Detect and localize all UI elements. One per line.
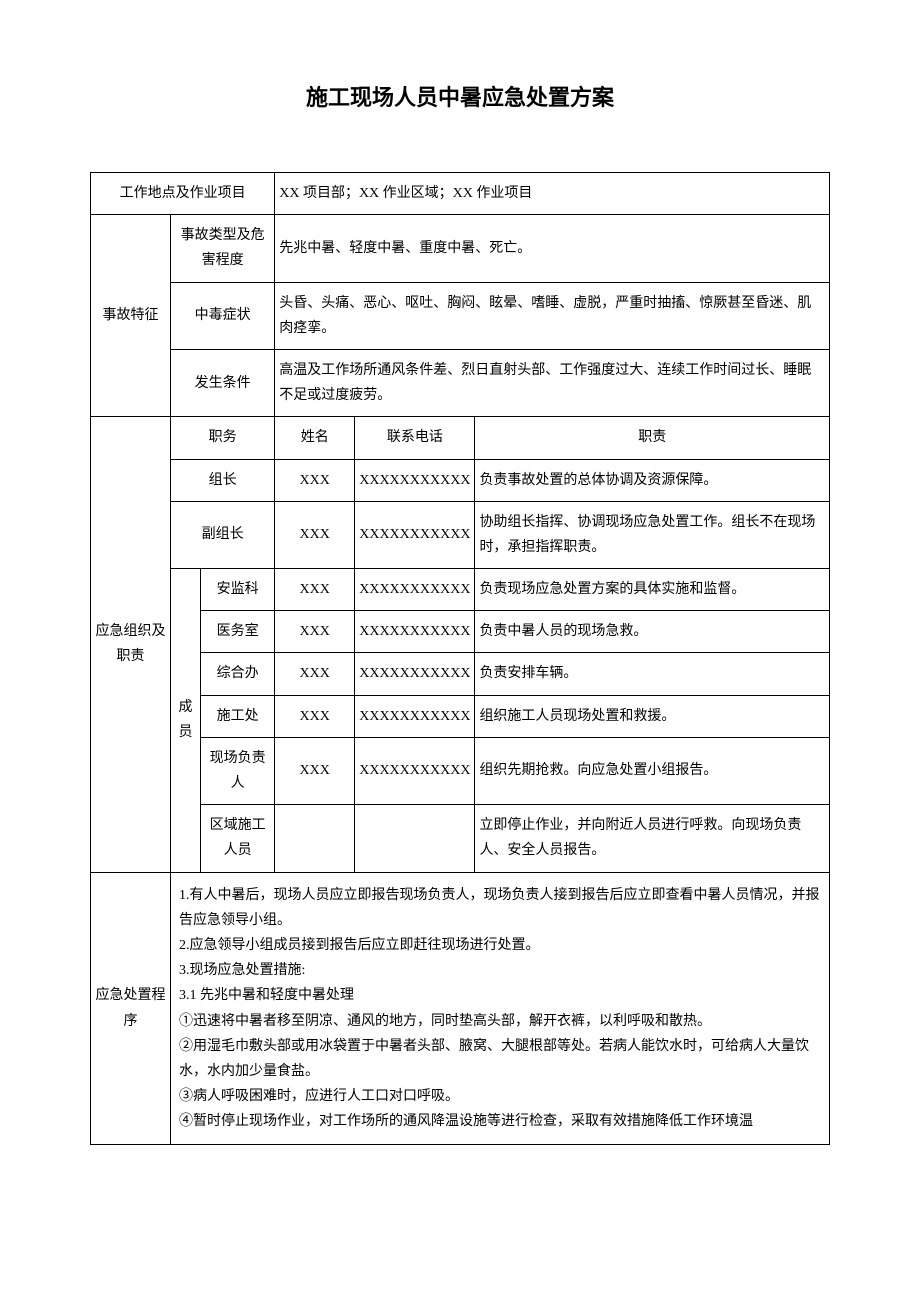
work-location-label: 工作地点及作业项目 <box>91 173 275 215</box>
duty-cell: 立即停止作业，并向附近人员进行呼救。向现场负责人、安全人员报告。 <box>475 805 830 872</box>
sub-value: 高温及工作场所通风条件差、烈日直射头部、工作强度过大、连续工作时间过长、睡眠不足… <box>275 349 830 416</box>
table-row: 医务室 XXX XXXXXXXXXXX 负责中暑人员的现场急救。 <box>91 611 830 653</box>
name-cell <box>275 805 355 872</box>
duty-cell: 负责现场应急处置方案的具体实施和监督。 <box>475 569 830 611</box>
table-row: 中毒症状 头昏、头痛、恶心、呕吐、胸闷、眩晕、嗜睡、虚脱，严重时抽搐、惊厥甚至昏… <box>91 282 830 349</box>
plan-table: 工作地点及作业项目 XX 项目部；XX 作业区域；XX 作业项目 事故特征 事故… <box>90 172 830 1145</box>
table-row: 副组长 XXX XXXXXXXXXXX 协助组长指挥、协调现场应急处置工作。组长… <box>91 501 830 568</box>
sub-label: 发生条件 <box>171 349 275 416</box>
phone-cell: XXXXXXXXXXX <box>355 695 475 737</box>
duty-cell: 组织施工人员现场处置和救援。 <box>475 695 830 737</box>
table-row: 发生条件 高温及工作场所通风条件差、烈日直射头部、工作强度过大、连续工作时间过长… <box>91 349 830 416</box>
duty-cell: 协助组长指挥、协调现场应急处置工作。组长不在现场时，承担指挥职责。 <box>475 501 830 568</box>
procedure-line: ②用湿毛巾敷头部或用冰袋置于中暑者头部、腋窝、大腿根部等处。若病人能饮水时，可给… <box>179 1034 821 1084</box>
procedure-line: 3.现场应急处置措施: <box>179 958 821 983</box>
name-cell: XXX <box>275 501 355 568</box>
table-row: 应急处置程序 1.有人中暑后，现场人员应立即报告现场负责人，现场负责人接到报告后… <box>91 872 830 1145</box>
table-row: 组长 XXX XXXXXXXXXXX 负责事故处置的总体协调及资源保障。 <box>91 459 830 501</box>
role-cell: 组长 <box>171 459 275 501</box>
name-cell: XXX <box>275 611 355 653</box>
table-row: 工作地点及作业项目 XX 项目部；XX 作业区域；XX 作业项目 <box>91 173 830 215</box>
sub-value: 头昏、头痛、恶心、呕吐、胸闷、眩晕、嗜睡、虚脱，严重时抽搐、惊厥甚至昏迷、肌肉痉… <box>275 282 830 349</box>
role-cell: 医务室 <box>201 611 275 653</box>
phone-cell: XXXXXXXXXXX <box>355 737 475 804</box>
phone-cell: XXXXXXXXXXX <box>355 653 475 695</box>
role-cell: 现场负责人 <box>201 737 275 804</box>
duty-cell: 组织先期抢救。向应急处置小组报告。 <box>475 737 830 804</box>
name-header: 姓名 <box>275 417 355 459</box>
name-cell: XXX <box>275 737 355 804</box>
duty-header: 职责 <box>475 417 830 459</box>
table-row: 应急组织及职责 职务 姓名 联系电话 职责 <box>91 417 830 459</box>
procedure-content: 1.有人中暑后，现场人员应立即报告现场负责人，现场负责人接到报告后应立即查看中暑… <box>171 872 830 1145</box>
phone-cell: XXXXXXXXXXX <box>355 501 475 568</box>
name-cell: XXX <box>275 653 355 695</box>
table-row: 事故特征 事故类型及危害程度 先兆中暑、轻度中暑、重度中暑、死亡。 <box>91 215 830 282</box>
procedure-line: 1.有人中暑后，现场人员应立即报告现场负责人，现场负责人接到报告后应立即查看中暑… <box>179 883 821 933</box>
role-cell: 安监科 <box>201 569 275 611</box>
phone-cell <box>355 805 475 872</box>
phone-cell: XXXXXXXXXXX <box>355 611 475 653</box>
work-location-value: XX 项目部；XX 作业区域；XX 作业项目 <box>275 173 830 215</box>
procedure-line: ③病人呼吸困难时，应进行人工口对口呼吸。 <box>179 1084 821 1109</box>
name-cell: XXX <box>275 569 355 611</box>
role-header: 职务 <box>171 417 275 459</box>
document-title: 施工现场人员中暑应急处置方案 <box>90 80 830 112</box>
table-row: 施工处 XXX XXXXXXXXXXX 组织施工人员现场处置和救援。 <box>91 695 830 737</box>
duty-cell: 负责安排车辆。 <box>475 653 830 695</box>
duty-cell: 负责中暑人员的现场急救。 <box>475 611 830 653</box>
name-cell: XXX <box>275 695 355 737</box>
sub-value: 先兆中暑、轻度中暑、重度中暑、死亡。 <box>275 215 830 282</box>
sub-label: 事故类型及危害程度 <box>171 215 275 282</box>
role-cell: 副组长 <box>171 501 275 568</box>
duty-cell: 负责事故处置的总体协调及资源保障。 <box>475 459 830 501</box>
phone-cell: XXXXXXXXXXX <box>355 459 475 501</box>
role-cell: 区域施工人员 <box>201 805 275 872</box>
role-cell: 施工处 <box>201 695 275 737</box>
name-cell: XXX <box>275 459 355 501</box>
procedure-line: ④暂时停止现场作业，对工作场所的通风降温设施等进行检查，采取有效措施降低工作环境… <box>179 1109 821 1134</box>
accident-feature-label: 事故特征 <box>91 215 171 417</box>
table-row: 成员 安监科 XXX XXXXXXXXXXX 负责现场应急处置方案的具体实施和监… <box>91 569 830 611</box>
phone-header: 联系电话 <box>355 417 475 459</box>
phone-cell: XXXXXXXXXXX <box>355 569 475 611</box>
table-row: 综合办 XXX XXXXXXXXXXX 负责安排车辆。 <box>91 653 830 695</box>
procedure-label: 应急处置程序 <box>91 872 171 1145</box>
procedure-line: 2.应急领导小组成员接到报告后应立即赶往现场进行处置。 <box>179 933 821 958</box>
org-duty-label: 应急组织及职责 <box>91 417 171 872</box>
procedure-line: ①迅速将中暑者移至阴凉、通风的地方，同时垫高头部，解开衣裤，以利呼吸和散热。 <box>179 1009 821 1034</box>
member-label: 成员 <box>171 569 201 873</box>
table-row: 区域施工人员 立即停止作业，并向附近人员进行呼救。向现场负责人、安全人员报告。 <box>91 805 830 872</box>
table-row: 现场负责人 XXX XXXXXXXXXXX 组织先期抢救。向应急处置小组报告。 <box>91 737 830 804</box>
sub-label: 中毒症状 <box>171 282 275 349</box>
role-cell: 综合办 <box>201 653 275 695</box>
procedure-line: 3.1 先兆中暑和轻度中暑处理 <box>179 983 821 1008</box>
